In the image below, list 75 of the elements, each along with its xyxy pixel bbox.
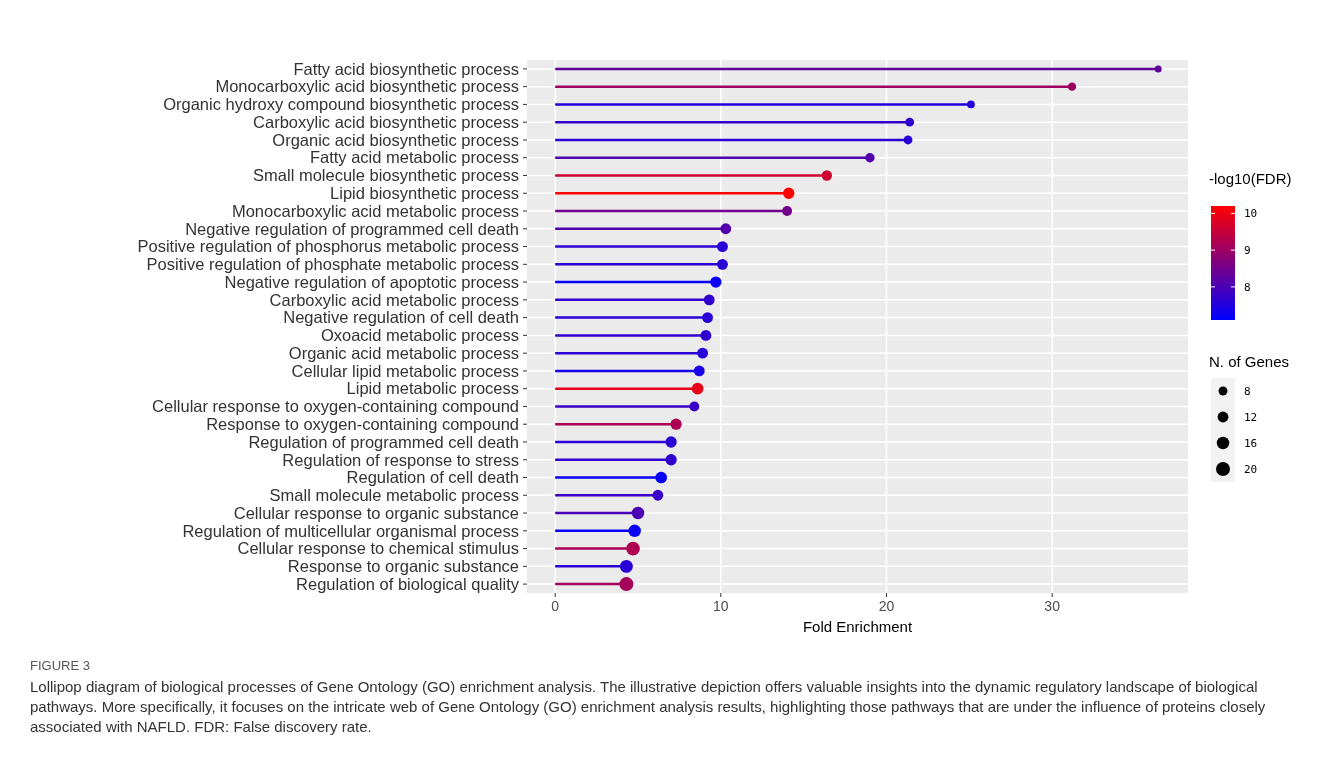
size-key: 20 [1211, 456, 1258, 482]
point [691, 382, 704, 395]
y-tick-label: Positive regulation of phosphorus metabolic process [137, 237, 519, 256]
point [720, 223, 732, 235]
color-bar-label: 8 [1244, 280, 1251, 294]
y-tick-label: Small molecule metabolic process [269, 486, 519, 505]
legend-label: 20 [1244, 462, 1258, 476]
y-tick-label: Lipid metabolic process [346, 379, 519, 398]
y-tick-label: Cellular response to chemical stimulus [237, 539, 519, 558]
y-tick-label: Fatty acid metabolic process [309, 148, 519, 167]
y-tick-label: Organic acid biosynthetic process [272, 130, 519, 149]
color-bar-label: 9 [1244, 243, 1251, 257]
y-tick-label: Positive regulation of phosphate metabolic process [146, 255, 519, 274]
y-tick-label: Lipid biosynthetic process [330, 184, 519, 203]
legend-label: 16 [1244, 436, 1258, 450]
y-tick-label: Regulation of multicellular organismal process [182, 521, 519, 540]
point [700, 329, 712, 341]
y-tick-label: Response to oxygen-containing compound [206, 414, 519, 433]
y-tick-label: Negative regulation of apoptotic process [224, 272, 519, 291]
legend-label: 8 [1244, 384, 1251, 398]
legend-label: 12 [1244, 410, 1258, 424]
size-key: 8 [1211, 378, 1251, 404]
point [693, 365, 705, 377]
caption: FIGURE 3 [30, 658, 90, 673]
point [631, 506, 645, 520]
point [865, 153, 875, 163]
color-bar-label: 10 [1244, 207, 1258, 221]
y-tick-label: Monocarboxylic acid biosynthetic process [215, 77, 519, 96]
y-tick-label: Regulation of response to stress [282, 450, 519, 469]
point [665, 454, 677, 466]
size-key: 12 [1211, 404, 1258, 430]
point [697, 347, 709, 359]
y-tick-label: Regulation of cell death [346, 468, 519, 487]
x-axis-title: Fold Enrichment [802, 618, 913, 635]
y-tick-label: Cellular response to oxygen-containing compound [152, 397, 519, 416]
y-tick-label: Response to organic substance [287, 557, 519, 576]
point [903, 135, 913, 145]
point [619, 559, 633, 573]
point [652, 489, 664, 501]
y-tick-label: Carboxylic acid metabolic process [269, 290, 519, 309]
point [717, 241, 728, 252]
point [783, 187, 795, 199]
text: Lollipop diagram of biological processes of Gene Ontology (GO) enrichment analysis. The illustrative depiction offers valuable insights into the dynamic regulatory landscape of biological pathways. More specifically, it focuses on the intricate web of Gene Ontology (GO) enrichment analysis results, highlighting those pathways that are under the influence of proteins closely associated with NAFLD. FDR: False discovery rate. [30, 678, 1266, 735]
point [689, 401, 700, 412]
y-tick-label: Fatty acid biosynthetic process [293, 59, 519, 78]
y-tick-label: Carboxylic acid biosynthetic process [253, 112, 519, 131]
y-tick-label: Regulation of programmed cell death [248, 432, 519, 451]
x-tick-label: 20 [878, 598, 895, 614]
point [670, 418, 682, 430]
x-tick-label: 0 [551, 598, 560, 614]
x-tick-label: 30 [1044, 598, 1061, 614]
point [655, 471, 668, 484]
size-key: 16 [1211, 430, 1258, 456]
point [717, 258, 728, 270]
y-tick-label: Oxoacid metabolic process [320, 326, 519, 345]
y-tick-label: Organic acid metabolic process [288, 343, 519, 362]
legend-title: N. of Genes [1209, 353, 1290, 370]
point [665, 436, 677, 448]
y-tick-label: Cellular lipid metabolic process [291, 361, 519, 380]
point [710, 276, 722, 288]
y-tick-label: Negative regulation of cell death [283, 308, 519, 327]
point [905, 117, 915, 127]
point [821, 170, 833, 181]
point [628, 524, 641, 538]
x-tick-label: 10 [713, 598, 729, 614]
y-tick-label: Small molecule biosynthetic process [253, 166, 519, 185]
y-tick-label: Regulation of biological quality [296, 574, 520, 593]
point [703, 294, 715, 306]
point [782, 206, 793, 216]
point [702, 312, 713, 324]
y-tick-label: Negative regulation of programmed cell death [185, 219, 519, 238]
y-tick-label: Organic hydroxy compound biosynthetic process [163, 95, 519, 114]
y-tick-label: Monocarboxylic acid metabolic process [231, 201, 519, 220]
color-bar-title: -log10(FDR) [1209, 170, 1292, 187]
y-tick-label: Cellular response to organic substance [233, 503, 519, 522]
